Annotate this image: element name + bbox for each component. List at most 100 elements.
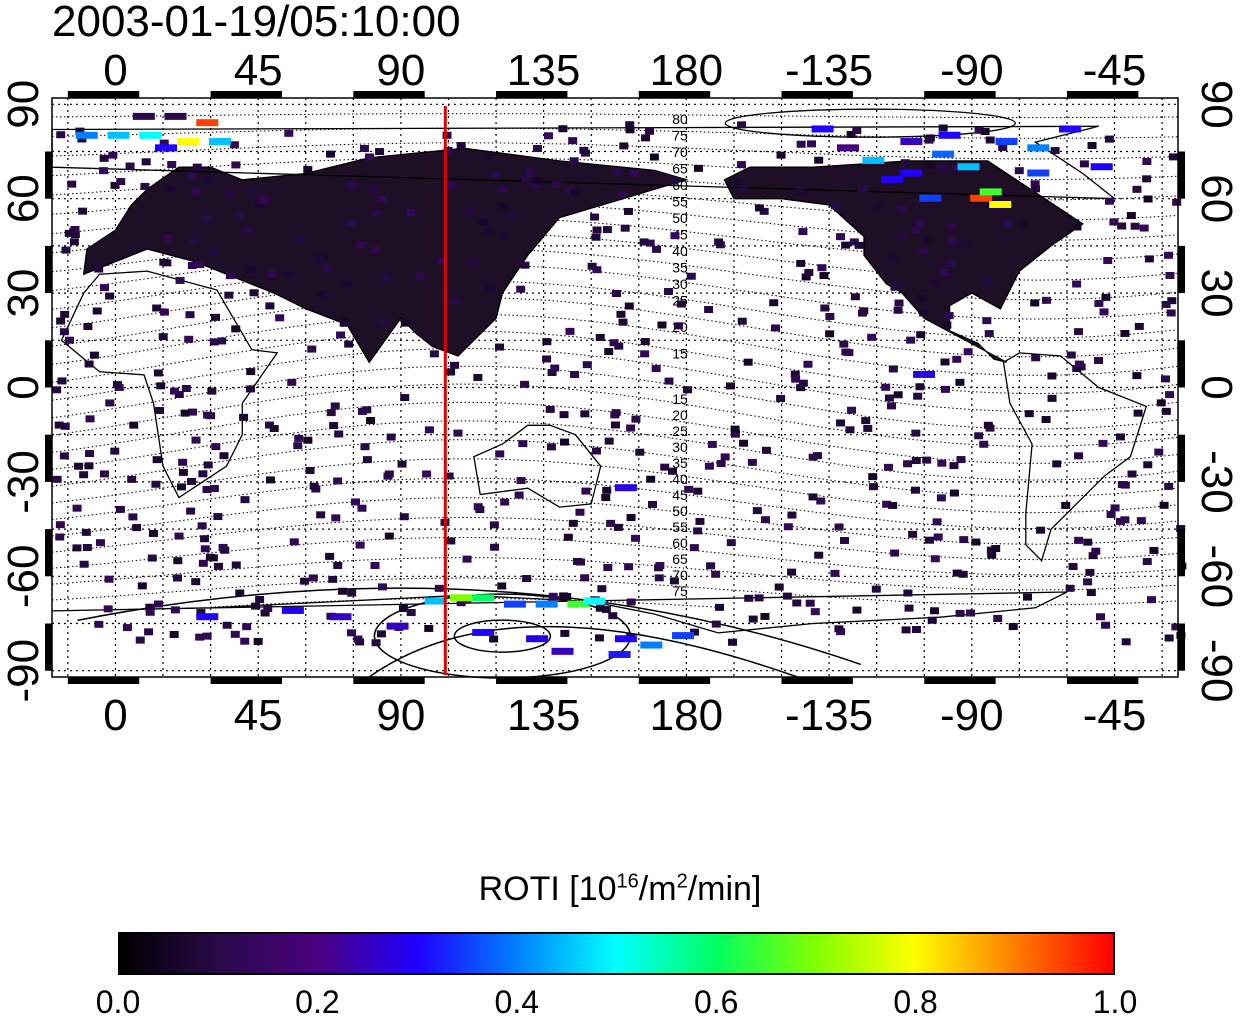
roti-cell <box>1090 163 1113 171</box>
roti-cell <box>243 225 253 233</box>
roti-cell <box>444 472 454 480</box>
roti-cell <box>316 290 326 298</box>
roti-cell <box>357 407 367 415</box>
roti-cell <box>355 541 365 549</box>
roti-cell <box>1027 144 1050 152</box>
roti-cell <box>1030 185 1040 193</box>
roti-cell <box>1146 596 1156 604</box>
roti-cell <box>506 211 516 219</box>
roti-cell <box>127 475 137 483</box>
roti-cell <box>265 476 275 484</box>
roti-cell <box>639 238 649 246</box>
roti-map: 8075706560555045403530252015152025303540… <box>0 46 1240 740</box>
roti-cell <box>331 514 341 522</box>
lon-tick-label-bottom: 180 <box>650 691 723 740</box>
lon-tick-label-bottom: 90 <box>376 691 425 740</box>
roti-cell <box>255 595 265 603</box>
roti-cell <box>669 577 679 585</box>
roti-cell <box>894 299 904 307</box>
lat-tick-label-right: 90 <box>1192 80 1240 129</box>
roti-cell <box>181 384 191 392</box>
contour-line <box>51 497 1179 545</box>
roti-cell <box>186 477 196 485</box>
roti-cell <box>601 494 611 502</box>
roti-cell <box>60 422 70 430</box>
roti-cell <box>576 558 586 566</box>
roti-cell <box>912 625 922 633</box>
roti-cell <box>570 189 580 197</box>
lon-tick-label-bottom: -90 <box>940 691 1004 740</box>
roti-cell <box>906 336 916 344</box>
contour-line <box>51 477 1179 530</box>
roti-cell <box>1061 501 1071 509</box>
roti-cell <box>886 402 896 410</box>
roti-cell <box>626 514 636 522</box>
roti-cell <box>796 384 806 392</box>
roti-cell <box>489 543 499 551</box>
roti-cell <box>1167 297 1177 305</box>
lat-tick-label-left: -30 <box>0 450 48 514</box>
roti-cell <box>1008 623 1018 631</box>
roti-cell <box>99 154 109 162</box>
roti-cell <box>429 350 439 358</box>
roti-cell <box>85 450 95 458</box>
roti-cell <box>1074 328 1084 336</box>
roti-cell <box>890 283 900 291</box>
roti-cell <box>569 157 579 165</box>
roti-cell <box>156 382 166 390</box>
roti-cell <box>110 447 120 455</box>
roti-cell <box>307 345 317 353</box>
contour-line <box>51 536 1179 576</box>
roti-cell <box>56 317 66 325</box>
roti-cell <box>603 564 613 572</box>
contour-line <box>210 598 719 608</box>
roti-cell <box>955 609 965 617</box>
roti-cell <box>1149 546 1159 554</box>
roti-cell <box>631 415 641 423</box>
roti-cell <box>245 385 255 393</box>
roti-cell <box>930 607 940 615</box>
roti-cell <box>592 226 602 234</box>
frame-segment-left <box>45 434 52 482</box>
roti-cell <box>971 538 981 546</box>
contour-line <box>51 439 1179 497</box>
roti-cell <box>316 511 326 519</box>
roti-cell <box>916 331 926 339</box>
roti-cell <box>862 156 885 164</box>
lon-tick-label-top: 0 <box>103 46 127 95</box>
colorbar-tick-label: 0.0 <box>95 984 141 1020</box>
roti-cell <box>672 632 695 640</box>
roti-cell <box>568 519 578 527</box>
roti-cell <box>1101 621 1111 629</box>
roti-cell <box>726 539 736 547</box>
roti-cell <box>774 583 784 591</box>
roti-cell <box>525 168 535 176</box>
roti-cell <box>903 460 913 468</box>
roti-cell <box>151 480 161 488</box>
roti-cell <box>56 131 66 139</box>
lat-tick-label-right: -90 <box>1192 639 1240 703</box>
roti-cell <box>203 461 213 469</box>
contour-label: 35 <box>672 260 688 276</box>
roti-cell <box>1086 589 1096 597</box>
roti-cell <box>932 150 955 158</box>
roti-cell <box>167 160 177 168</box>
roti-cell <box>99 470 109 478</box>
roti-cell <box>798 379 808 387</box>
roti-cell <box>1030 180 1040 188</box>
roti-cell <box>922 235 932 243</box>
roti-cell <box>384 470 394 478</box>
roti-cell <box>602 486 612 494</box>
frame-segment-bottom <box>67 677 140 684</box>
roti-cell <box>819 272 829 280</box>
roti-cell <box>1171 623 1181 631</box>
roti-cell <box>730 425 740 433</box>
frame-segment-top <box>924 91 996 98</box>
frame-segment-left <box>45 245 52 294</box>
roti-cell <box>881 175 904 183</box>
roti-cell <box>174 532 184 540</box>
roti-cell <box>580 410 590 418</box>
roti-cell <box>926 161 936 169</box>
roti-cell <box>915 383 925 391</box>
roti-cell <box>122 624 132 632</box>
